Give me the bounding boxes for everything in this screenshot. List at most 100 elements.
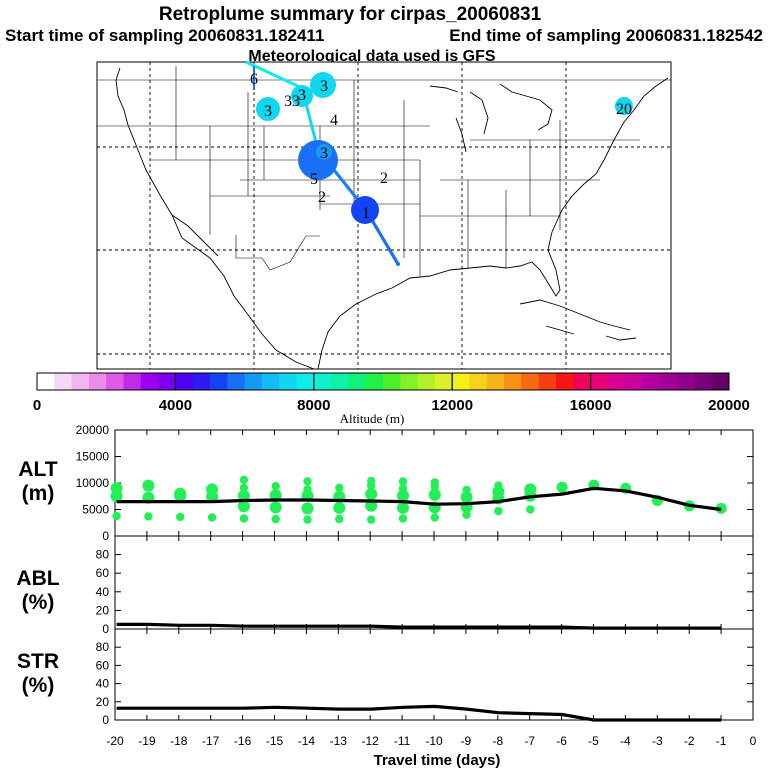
x-tick-label: 0 xyxy=(750,734,757,748)
y-tick-label: 0 xyxy=(102,529,109,543)
particle-dot xyxy=(367,476,376,486)
particle-dot xyxy=(398,484,408,493)
y-tick-label: 80 xyxy=(96,640,110,654)
colorbar-swatch xyxy=(573,373,591,390)
colorbar-swatch xyxy=(348,373,367,390)
y-tick-label: 20 xyxy=(96,695,110,709)
alt-panel: 20000 15000 10000 5000 0 ALT (m) xyxy=(18,423,754,543)
colorbar-swatch xyxy=(296,373,315,390)
colorbar-frame xyxy=(36,372,730,391)
trajectory-point xyxy=(351,196,379,224)
particle-dot xyxy=(556,481,568,493)
particle-dot xyxy=(397,489,409,502)
particle-dot xyxy=(430,513,439,522)
colorbar-swatch xyxy=(659,373,678,390)
x-tick-label: -7 xyxy=(524,734,535,748)
colorbar-swatch xyxy=(71,373,90,390)
particle-dot xyxy=(430,478,439,487)
particle-dot xyxy=(271,514,280,524)
particle-dot xyxy=(462,485,471,495)
colorbar-swatch xyxy=(210,373,228,390)
y-tick-label: 60 xyxy=(96,566,110,580)
colorbar-swatch xyxy=(140,373,159,390)
colorbar-swatch xyxy=(54,373,72,390)
colorbar-swatch xyxy=(123,373,142,390)
map-coastlines xyxy=(115,67,669,370)
particle-dot xyxy=(398,477,408,486)
colorbar-swatch xyxy=(504,373,522,390)
x-tick-label: -8 xyxy=(492,734,503,748)
alt-label: ALT xyxy=(18,458,57,481)
x-tick-label: -1 xyxy=(716,734,727,748)
colorbar-swatch xyxy=(244,373,263,390)
x-tick-label: -6 xyxy=(556,734,567,748)
day-label: 1 xyxy=(362,205,370,222)
y-tick-label: 40 xyxy=(96,677,110,691)
colorbar-swatch xyxy=(192,373,211,390)
colorbar-swatch xyxy=(417,373,436,390)
day-label: 20 xyxy=(616,101,632,118)
colorbar-swatch xyxy=(590,373,609,390)
particle-dot xyxy=(239,475,249,484)
x-tick-label: -16 xyxy=(234,734,252,748)
day-label: 5 xyxy=(310,171,318,188)
particle-dot xyxy=(271,482,280,491)
particle-dot xyxy=(269,501,282,514)
colorbar-swatch xyxy=(158,373,176,390)
y-tick-label: 5000 xyxy=(82,503,109,517)
colorbar-swatch xyxy=(175,373,194,390)
particle-dot xyxy=(526,505,535,514)
colorbar-swatch xyxy=(677,373,695,390)
particle-dot xyxy=(237,500,250,513)
colorbar-swatch xyxy=(227,373,245,390)
particle-dot xyxy=(524,483,537,496)
x-tick-label: -12 xyxy=(362,734,380,748)
colorbar-swatch xyxy=(365,373,384,390)
x-tick-label: -9 xyxy=(461,734,472,748)
particle-dot xyxy=(303,515,312,524)
str-label: STR xyxy=(17,650,59,673)
colorbar-swatch xyxy=(279,373,297,390)
x-tick-label: -19 xyxy=(138,734,156,748)
particle-dot xyxy=(335,514,344,524)
colorbar-swatch xyxy=(400,373,418,390)
particle-dot xyxy=(176,512,185,522)
particle-dot xyxy=(494,481,503,490)
colorbar-swatch xyxy=(313,373,332,390)
x-tick-label: -15 xyxy=(266,734,284,748)
colorbar-swatch xyxy=(261,373,280,390)
trajectory-point xyxy=(396,262,400,266)
colorbar-swatch xyxy=(331,373,349,390)
trajectory-segment-1 xyxy=(245,60,303,90)
particle-dot xyxy=(207,513,217,522)
particle-dot xyxy=(367,515,376,524)
abl-panel: 80 60 40 20 0 ABL (%) xyxy=(16,535,754,636)
x-axis-label: Travel time (days) xyxy=(374,752,501,768)
day-label: 6 xyxy=(250,71,258,88)
particle-dot xyxy=(462,510,471,519)
colorbar-swatch xyxy=(607,373,626,390)
particle-dot xyxy=(365,488,378,501)
particle-dot xyxy=(303,477,312,486)
colorbar-swatch xyxy=(556,373,574,390)
map-state-borders xyxy=(97,66,671,276)
particle-dot xyxy=(365,499,378,512)
x-tick-label: -4 xyxy=(620,734,631,748)
particle-dot xyxy=(142,479,155,492)
particle-dot xyxy=(144,512,153,521)
x-axis: -20 -19 -18 -17 -16 -15 -14 -13 -12 -11 -10 -9 -8 -7-… xyxy=(106,734,756,748)
day-label: 2 xyxy=(380,170,388,187)
particle-dot xyxy=(333,501,346,514)
str-panel: 80 60 40 20 0 STR (%) xyxy=(17,628,754,727)
colorbar-swatch xyxy=(642,373,661,390)
particle-dot xyxy=(397,501,409,514)
particle-dot xyxy=(428,488,441,501)
particle-dot xyxy=(460,491,473,504)
colorbar-swatch xyxy=(88,373,107,390)
met-data-label: Meteorological data used is GFS xyxy=(248,48,495,65)
particle-dot xyxy=(239,483,249,492)
particle-dot xyxy=(174,487,187,500)
start-time-label: Start time of sampling 20060831.182411 xyxy=(5,26,324,45)
colorbar-tick-label: 20000 xyxy=(708,397,750,414)
